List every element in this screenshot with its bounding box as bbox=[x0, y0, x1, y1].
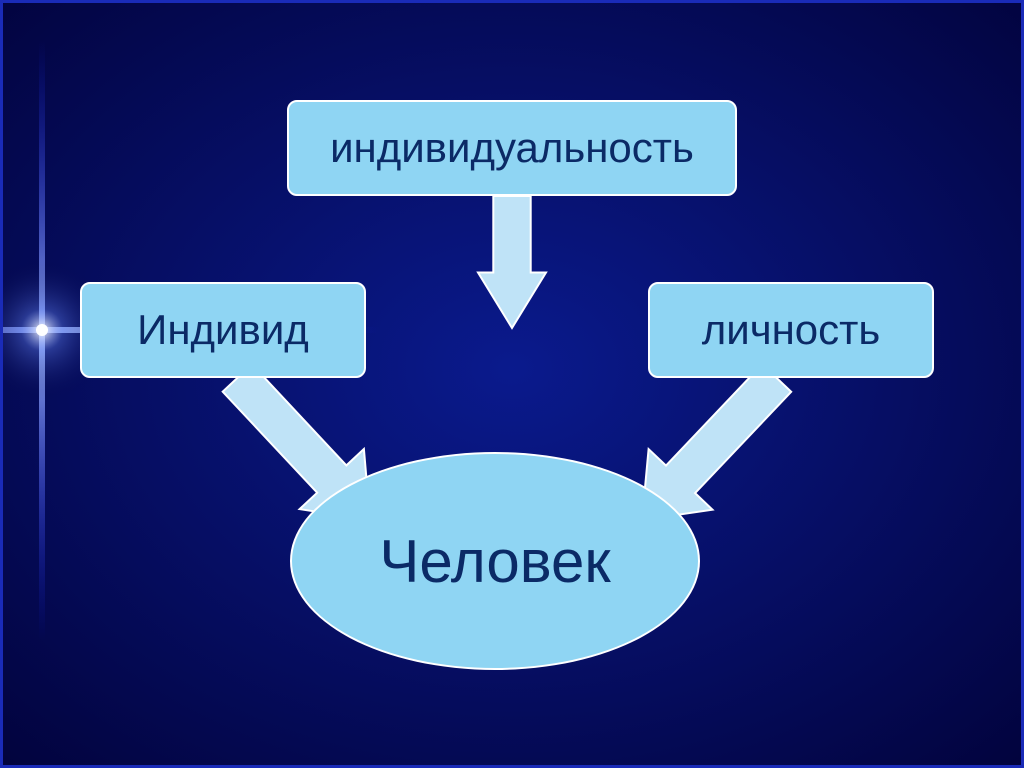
node-personality-label: личность bbox=[702, 307, 881, 353]
arrow-right-to-center bbox=[642, 364, 791, 520]
node-individual-label: Индивид bbox=[137, 307, 309, 353]
node-individuality: индивидуальность bbox=[287, 100, 737, 196]
node-individual: Индивид bbox=[80, 282, 366, 378]
node-human-label: Человек bbox=[379, 527, 610, 596]
arrow-top-to-center bbox=[478, 196, 546, 328]
node-personality: личность bbox=[648, 282, 934, 378]
node-individuality-label: индивидуальность bbox=[330, 125, 694, 171]
diagram-stage: индивидуальность Индивид личность Челове… bbox=[0, 0, 1024, 768]
node-human: Человек bbox=[290, 452, 700, 670]
